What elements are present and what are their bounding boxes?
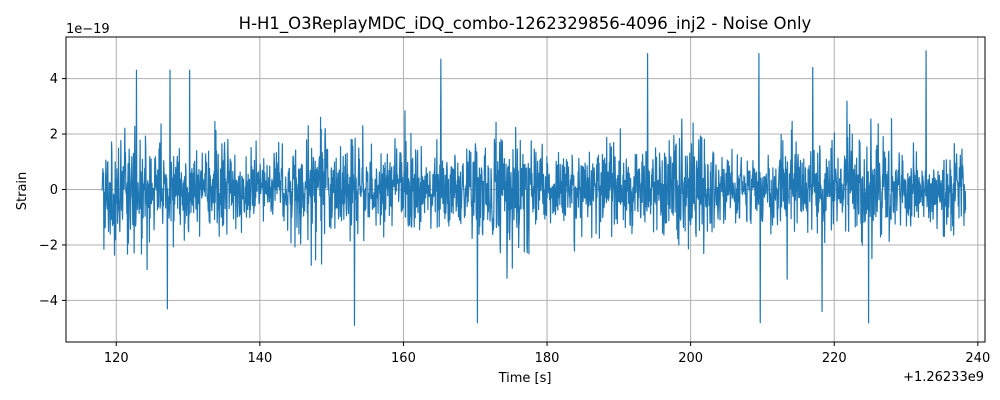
series-layer bbox=[101, 50, 967, 326]
x-tick-label-4: 200 bbox=[678, 351, 703, 366]
x-tick-label-1: 140 bbox=[247, 351, 272, 366]
x-tick-label-2: 160 bbox=[391, 351, 416, 366]
y-tick-label-2: 0 bbox=[50, 183, 58, 198]
x-tick-label-6: 240 bbox=[965, 351, 990, 366]
y-axis-label: Strain bbox=[15, 172, 30, 211]
y-tick-label-1: −2 bbox=[39, 238, 58, 253]
x-tick-label-3: 180 bbox=[535, 351, 560, 366]
axes-layer: 120 140 160 180 200 220 240 −4 −2 0 2 4 bbox=[39, 36, 990, 366]
y-scale-label: 1e−19 bbox=[66, 22, 110, 37]
x-tick-label-0: 120 bbox=[104, 351, 129, 366]
y-tick-label-4: 4 bbox=[50, 72, 58, 87]
x-offset-label: +1.26233e9 bbox=[903, 370, 984, 385]
x-axis-label: Time [s] bbox=[498, 371, 552, 386]
y-tick-label-0: −4 bbox=[39, 294, 58, 309]
series-line-strain bbox=[101, 50, 967, 326]
x-tick-label-5: 220 bbox=[822, 351, 847, 366]
chart-title: H-H1_O3ReplayMDC_iDQ_combo-1262329856-40… bbox=[239, 14, 812, 34]
y-tick-label-3: 2 bbox=[50, 128, 58, 143]
